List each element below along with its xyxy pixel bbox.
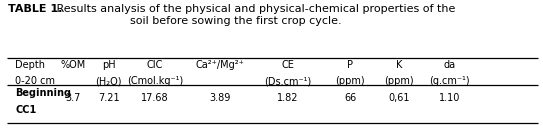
Text: Depth: Depth — [15, 60, 45, 70]
Text: pH: pH — [102, 60, 116, 70]
Text: 3.7: 3.7 — [66, 93, 81, 103]
Text: 1.82: 1.82 — [277, 93, 299, 103]
Text: P: P — [347, 60, 353, 70]
Text: 66: 66 — [344, 93, 356, 103]
Text: 17.68: 17.68 — [141, 93, 168, 103]
Text: %OM: %OM — [61, 60, 86, 70]
Text: CIC: CIC — [147, 60, 163, 70]
Text: 0,61: 0,61 — [388, 93, 410, 103]
Text: 3.89: 3.89 — [209, 93, 231, 103]
Text: (ppm): (ppm) — [336, 76, 365, 86]
Text: Ca²⁺/Mg²⁺: Ca²⁺/Mg²⁺ — [195, 60, 244, 70]
Text: CE: CE — [281, 60, 294, 70]
Text: TABLE 1.: TABLE 1. — [8, 4, 62, 14]
Text: 7.21: 7.21 — [98, 93, 119, 103]
Text: 0-20 cm: 0-20 cm — [15, 76, 55, 86]
Text: (ppm): (ppm) — [384, 76, 414, 86]
Text: K: K — [396, 60, 402, 70]
Text: (Ds.cm⁻¹): (Ds.cm⁻¹) — [264, 76, 312, 86]
Text: CC1: CC1 — [15, 105, 36, 115]
Text: Results analysis of the physical and physical-chemical properties of the
       : Results analysis of the physical and phy… — [53, 4, 455, 25]
Text: (Cmol.kg⁻¹): (Cmol.kg⁻¹) — [127, 76, 183, 86]
Text: (g.cm⁻¹): (g.cm⁻¹) — [430, 76, 470, 86]
Text: (H₂O): (H₂O) — [96, 76, 122, 86]
Text: Beginning: Beginning — [15, 88, 71, 98]
Text: 1.10: 1.10 — [439, 93, 460, 103]
Text: da: da — [444, 60, 456, 70]
